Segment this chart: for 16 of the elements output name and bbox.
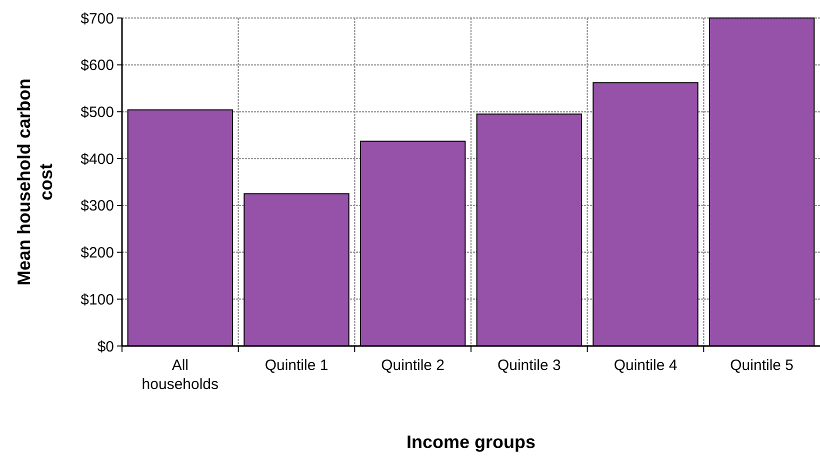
y-tick-label: $400 xyxy=(80,150,114,168)
x-tick-label: Quintile 3 xyxy=(497,357,561,374)
y-tick-label: $500 xyxy=(80,104,114,121)
y-tick-label: $100 xyxy=(80,291,114,308)
x-tick-label: Quintile 1 xyxy=(264,357,328,374)
x-tick-label: Quintile 5 xyxy=(730,357,794,374)
y-tick-label: $0 xyxy=(97,338,114,356)
y-tick-label: $600 xyxy=(80,57,114,74)
y-axis-title: Mean household carbon cost xyxy=(14,78,56,286)
y-tick-label: $300 xyxy=(80,198,114,215)
x-tick-label: Quintile 2 xyxy=(381,357,445,374)
y-tick-label: $700 xyxy=(80,10,114,28)
x-tick-label: All households xyxy=(142,357,219,393)
y-tick-label: $200 xyxy=(80,244,114,262)
x-tick-label: Quintile 4 xyxy=(614,357,678,374)
x-axis-title: Income groups xyxy=(406,432,536,452)
